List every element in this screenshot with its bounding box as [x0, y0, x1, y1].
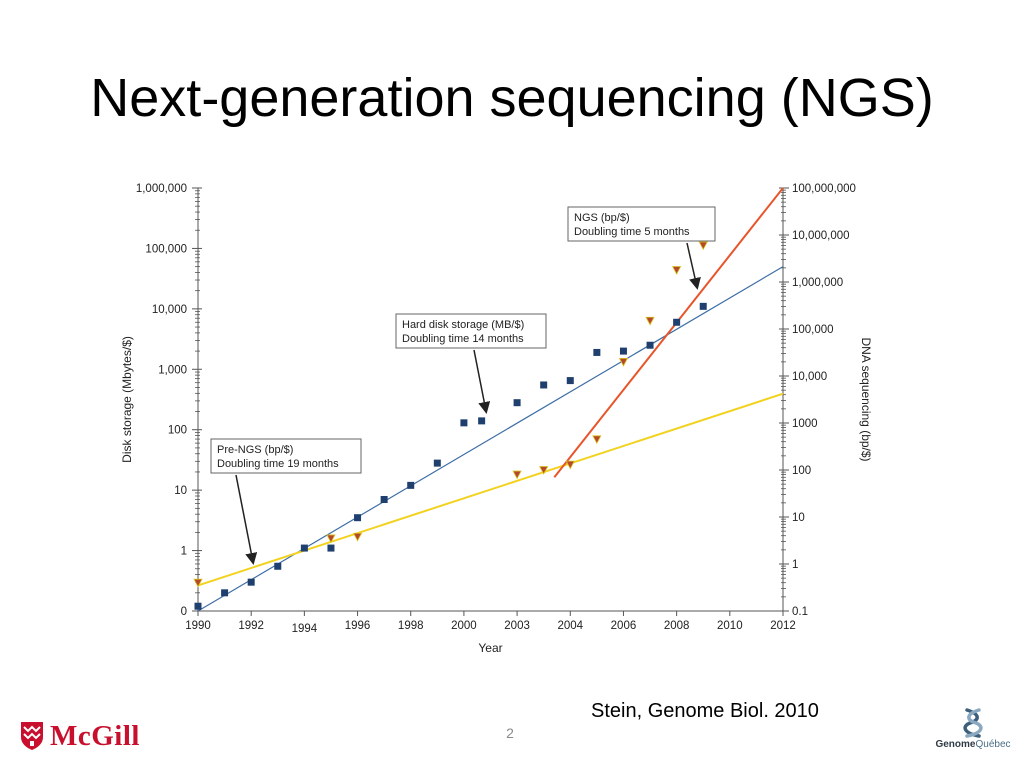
disk-annotation-arrow	[473, 349, 491, 414]
mcgill-crest-icon	[21, 722, 43, 750]
y-left-tick-label: 0	[181, 606, 187, 618]
dna-helix-icon	[963, 708, 983, 738]
disk-annotation-box	[395, 313, 547, 349]
y-left-tick-label: 1,000,000	[136, 183, 187, 195]
dna-sequencing-point	[565, 460, 575, 470]
y-right-tick-label: 100,000,000	[792, 183, 856, 195]
x-tick-label: 1994	[292, 623, 318, 635]
y-left-tick-label: 1,000	[158, 364, 187, 376]
ngs-annotation-text: Doubling time 5 months	[574, 226, 690, 238]
ngs-annotation-arrow	[686, 242, 701, 290]
y-right-tick-label: 1	[792, 559, 798, 571]
y-left-tick-label: 10	[174, 485, 187, 497]
y-right-tick-label: 100,000	[792, 324, 834, 336]
pre-ngs-trend-line	[197, 392, 784, 587]
disk-storage-point	[300, 544, 308, 552]
disk-storage-point	[593, 348, 601, 356]
disk-storage-point	[247, 578, 255, 586]
ngs-chart: 1990 1992 1994 1996 1998 2000 2003 2004 2006 2008…	[120, 183, 873, 655]
y-left-axis-label: Disk storage (Mbytes/$)	[120, 336, 134, 463]
pre-ngs-annotation-text: Pre-NGS (bp/$)	[217, 444, 293, 456]
disk-storage-point	[566, 377, 574, 385]
ngs-annotation-text: NGS (bp/$)	[574, 212, 630, 224]
disk-storage-point	[460, 419, 468, 427]
x-tick-label: 2008	[664, 620, 690, 632]
dna-sequencing-point	[193, 578, 203, 588]
disk-storage-point	[699, 302, 707, 310]
disk-storage-point	[673, 318, 681, 326]
page-number: 2	[506, 725, 514, 741]
pre-ngs-annotation-arrow	[235, 474, 258, 565]
disk-storage-point	[646, 341, 654, 349]
mcgill-wordmark: McGill	[50, 719, 140, 752]
genome-quebec-logo: GenomeQuébec	[928, 708, 1018, 764]
genome-wordmark-light: Québec	[975, 739, 1011, 750]
x-tick-label: 2006	[611, 620, 637, 632]
dna-sequencing-point	[671, 266, 682, 275]
disk-storage-point	[619, 347, 627, 355]
dna-sequencing-point	[618, 357, 629, 367]
mcgill-logo: McGill	[20, 718, 140, 754]
disk-storage-point	[478, 417, 486, 425]
dna-sequencing-point	[326, 534, 336, 544]
x-tick-label: 1990	[185, 620, 211, 632]
disk-storage-point	[433, 459, 441, 467]
y-left-tick-label: 100	[168, 425, 187, 437]
y-right-tick-label: 10,000	[792, 371, 827, 383]
dna-sequencing-point	[592, 435, 602, 445]
y-right-tick-label: 1,000,000	[792, 277, 843, 289]
x-tick-label: 1992	[238, 620, 264, 632]
x-tick-label: 2003	[504, 620, 530, 632]
disk-storage-point	[327, 544, 335, 552]
disk-storage-point	[513, 399, 521, 407]
disk-annotation-text: Doubling time 14 months	[402, 333, 524, 345]
y-left-tick-label: 1	[181, 546, 187, 558]
disk-storage-point	[354, 514, 362, 522]
y-left-tick-label: 10,000	[152, 304, 187, 316]
x-tick-label: 1996	[345, 620, 371, 632]
slide-title: Next-generation sequencing (NGS)	[90, 68, 934, 128]
dna-sequencing-point	[539, 466, 549, 475]
disk-storage-point	[274, 562, 282, 570]
y-right-tick-label: 1000	[792, 418, 818, 430]
ngs-annotation-box	[567, 206, 716, 242]
genome-quebec-wordmark: GenomeQuébec	[935, 739, 1010, 750]
pre-ngs-annotation-box	[210, 438, 362, 474]
y-right-axis-label: DNA sequencing (bp/$)	[859, 337, 873, 461]
dna-sequencing-point	[352, 532, 363, 542]
y-right-tick-label: 0.1	[792, 606, 808, 618]
dna-sequencing-point	[512, 470, 522, 480]
x-axis-label: Year	[478, 641, 502, 655]
x-tick-label: 2010	[717, 620, 743, 632]
disk-annotation-text: Hard disk storage (MB/$)	[402, 319, 524, 331]
disk-storage-point	[221, 589, 229, 597]
x-tick-label: 2004	[557, 620, 583, 632]
dna-sequencing-point	[645, 316, 655, 326]
y-right-tick-label: 10,000,000	[792, 230, 850, 242]
y-right-tick-label: 10	[792, 512, 805, 524]
x-tick-label: 1998	[398, 620, 424, 632]
y-left-tick-label: 100,000	[145, 243, 187, 255]
disk-storage-point	[540, 381, 548, 389]
x-tick-label: 2012	[770, 620, 796, 632]
ngs-trend-line	[553, 187, 784, 478]
x-tick-label: 2000	[451, 620, 477, 632]
disk-storage-point	[380, 496, 388, 504]
pre-ngs-annotation-text: Doubling time 19 months	[217, 458, 339, 470]
dna-sequencing-point	[698, 241, 708, 251]
genome-wordmark-bold: Genome	[935, 739, 976, 750]
citation: Stein, Genome Biol. 2010	[591, 700, 819, 722]
disk-storage-point	[194, 602, 202, 610]
y-right-tick-label: 100	[792, 465, 811, 477]
disk-storage-point	[407, 481, 415, 489]
